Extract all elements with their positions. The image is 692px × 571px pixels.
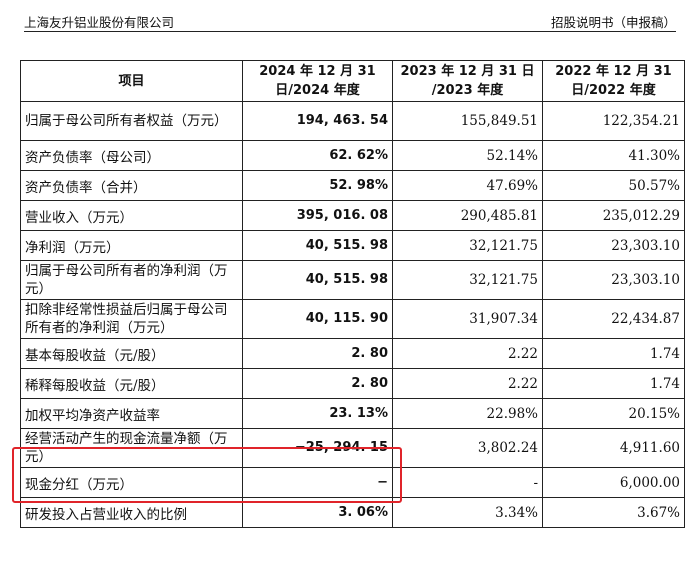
value-2023: - bbox=[392, 467, 543, 498]
column-header-item: 项目 bbox=[20, 60, 243, 102]
value-2024: 2. 80 bbox=[242, 368, 393, 399]
value-2023: 155,849.51 bbox=[392, 101, 543, 141]
value-2022: 23,303.10 bbox=[542, 260, 685, 300]
value-2022: 22,434.87 bbox=[542, 299, 685, 339]
value-2024: 40, 515. 98 bbox=[242, 260, 393, 300]
value-2023: 3,802.24 bbox=[392, 428, 543, 468]
row-label: 资产负债率（母公司） bbox=[20, 140, 243, 171]
value-2022: 235,012.29 bbox=[542, 200, 685, 231]
row-label: 现金分红（万元） bbox=[20, 467, 243, 498]
value-2022: 20.15% bbox=[542, 398, 685, 429]
table-row: 归属于母公司所有者权益（万元） 194, 463. 54 155,849.51 … bbox=[20, 101, 685, 141]
column-header-2022: 2022 年 12 月 31 日/2022 年度 bbox=[542, 60, 685, 102]
value-2023: 47.69% bbox=[392, 170, 543, 201]
row-label: 基本每股收益（元/股） bbox=[20, 338, 243, 369]
table-row: 加权平均净资产收益率 23. 13% 22.98% 20.15% bbox=[20, 398, 685, 429]
table-header-row: 项目 2024 年 12 月 31 日/2024 年度 2023 年 12 月 … bbox=[20, 60, 685, 102]
highlight-box bbox=[12, 447, 402, 503]
value-2022: 50.57% bbox=[542, 170, 685, 201]
row-label: 加权平均净资产收益率 bbox=[20, 398, 243, 429]
value-2022: 1.74 bbox=[542, 338, 685, 369]
value-2023: 52.14% bbox=[392, 140, 543, 171]
column-header-2023: 2023 年 12 月 31 日 /2023 年度 bbox=[392, 60, 543, 102]
value-2022: 1.74 bbox=[542, 368, 685, 399]
row-label: 归属于母公司所有者权益（万元） bbox=[20, 101, 243, 141]
document-type: 招股说明书（申报稿） bbox=[550, 15, 676, 30]
column-header-2024: 2024 年 12 月 31 日/2024 年度 bbox=[242, 60, 393, 102]
table-row: 资产负债率（母公司） 62. 62% 52.14% 41.30% bbox=[20, 140, 685, 171]
financial-indicators-table: 项目 2024 年 12 月 31 日/2024 年度 2023 年 12 月 … bbox=[20, 60, 685, 528]
value-2024: 40, 515. 98 bbox=[242, 230, 393, 261]
row-label: 稀释每股收益（元/股） bbox=[20, 368, 243, 399]
value-2023: 2.22 bbox=[392, 368, 543, 399]
header-divider bbox=[24, 31, 676, 32]
table-row: 扣除非经常性损益后归属于母公司所有者的净利润（万元） 40, 115. 90 3… bbox=[20, 299, 685, 339]
value-2024: 2. 80 bbox=[242, 338, 393, 369]
table-row: 资产负债率（合并） 52. 98% 47.69% 50.57% bbox=[20, 170, 685, 201]
table-row: 归属于母公司所有者的净利润（万元） 40, 515. 98 32,121.75 … bbox=[20, 260, 685, 300]
row-label: 净利润（万元） bbox=[20, 230, 243, 261]
value-2023: 22.98% bbox=[392, 398, 543, 429]
value-2023: 3.34% bbox=[392, 497, 543, 528]
row-label: 归属于母公司所有者的净利润（万元） bbox=[20, 260, 243, 300]
value-2024: 395, 016. 08 bbox=[242, 200, 393, 231]
value-2023: 31,907.34 bbox=[392, 299, 543, 339]
value-2024: 23. 13% bbox=[242, 398, 393, 429]
value-2022: 6,000.00 bbox=[542, 467, 685, 498]
row-label: 营业收入（万元） bbox=[20, 200, 243, 231]
table-row: 稀释每股收益（元/股） 2. 80 2.22 1.74 bbox=[20, 368, 685, 399]
table-row: 基本每股收益（元/股） 2. 80 2.22 1.74 bbox=[20, 338, 685, 369]
table-row: 营业收入（万元） 395, 016. 08 290,485.81 235,012… bbox=[20, 200, 685, 231]
row-label: 扣除非经常性损益后归属于母公司所有者的净利润（万元） bbox=[20, 299, 243, 339]
value-2023: 2.22 bbox=[392, 338, 543, 369]
value-2023: 32,121.75 bbox=[392, 260, 543, 300]
company-name: 上海友升铝业股份有限公司 bbox=[24, 15, 175, 30]
value-2022: 41.30% bbox=[542, 140, 685, 171]
value-2024: 62. 62% bbox=[242, 140, 393, 171]
value-2023: 32,121.75 bbox=[392, 230, 543, 261]
value-2024: 194, 463. 54 bbox=[242, 101, 393, 141]
value-2022: 4,911.60 bbox=[542, 428, 685, 468]
value-2024: 52. 98% bbox=[242, 170, 393, 201]
value-2022: 23,303.10 bbox=[542, 230, 685, 261]
table-row: 净利润（万元） 40, 515. 98 32,121.75 23,303.10 bbox=[20, 230, 685, 261]
value-2023: 290,485.81 bbox=[392, 200, 543, 231]
value-2022: 3.67% bbox=[542, 497, 685, 528]
page-header: 上海友升铝业股份有限公司 招股说明书（申报稿） bbox=[24, 8, 676, 30]
value-2024: 40, 115. 90 bbox=[242, 299, 393, 339]
row-label: 资产负债率（合并） bbox=[20, 170, 243, 201]
value-2022: 122,354.21 bbox=[542, 101, 685, 141]
